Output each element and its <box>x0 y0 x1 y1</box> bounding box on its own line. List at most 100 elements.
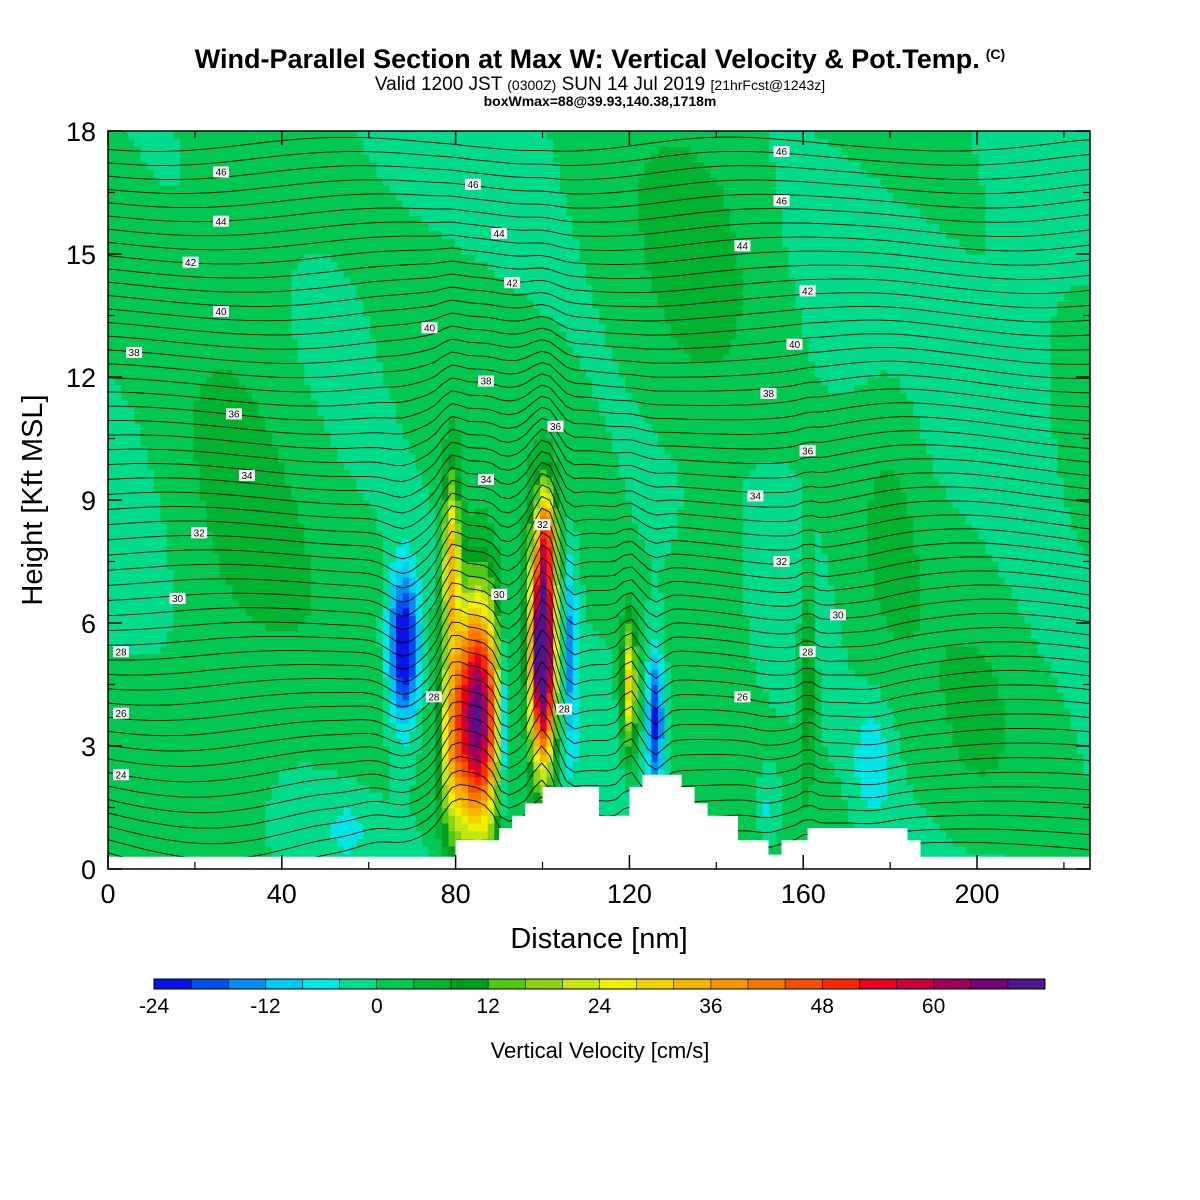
w-cell <box>330 192 338 201</box>
w-cell <box>166 138 175 147</box>
w-cell <box>428 377 436 386</box>
w-cell <box>140 154 148 163</box>
w-cell <box>258 230 266 240</box>
w-cell <box>147 238 155 247</box>
w-cell <box>245 830 253 839</box>
w-cell <box>206 753 214 762</box>
w-cell <box>422 607 430 616</box>
w-cell <box>193 292 201 301</box>
w-cell <box>114 169 122 178</box>
w-cell <box>212 154 220 163</box>
w-cell <box>271 569 279 578</box>
w-cell <box>409 607 417 616</box>
w-cell <box>422 815 430 824</box>
w-cell <box>382 776 391 786</box>
w-cell <box>225 676 233 686</box>
w-cell <box>396 131 404 140</box>
w-cell <box>121 684 129 693</box>
w-cell <box>108 615 116 624</box>
w-cell <box>278 407 286 417</box>
w-cell <box>140 761 148 770</box>
w-cell <box>422 377 430 386</box>
w-cell <box>409 507 417 516</box>
w-cell <box>343 223 351 232</box>
w-cell <box>278 353 286 363</box>
w-cell <box>337 838 345 847</box>
w-cell <box>258 361 266 370</box>
w-cell <box>409 238 417 247</box>
w-cell <box>402 630 410 639</box>
w-cell <box>186 784 194 793</box>
w-cell <box>153 207 161 217</box>
w-cell <box>232 453 240 463</box>
w-cell <box>382 730 391 739</box>
w-cell <box>219 699 227 709</box>
w-cell <box>304 599 312 609</box>
w-cell <box>369 361 378 370</box>
w-cell <box>271 315 279 324</box>
w-cell <box>330 215 338 224</box>
w-cell <box>278 799 286 809</box>
w-cell <box>350 346 358 355</box>
w-cell <box>409 623 417 632</box>
w-cell <box>153 292 161 301</box>
w-cell <box>199 169 207 178</box>
w-cell <box>304 453 312 463</box>
w-cell <box>238 300 247 309</box>
w-cell <box>173 277 181 286</box>
w-cell <box>409 215 417 224</box>
w-cell <box>435 207 443 217</box>
w-cell <box>245 353 253 363</box>
w-cell <box>252 146 260 155</box>
w-cell <box>369 792 378 801</box>
w-cell <box>422 638 430 647</box>
w-cell <box>389 707 397 716</box>
w-cell <box>284 131 292 140</box>
w-cell <box>108 307 116 317</box>
w-cell <box>441 415 450 424</box>
w-cell <box>180 438 188 447</box>
w-cell <box>160 538 168 547</box>
w-cell <box>350 822 358 832</box>
w-cell <box>304 131 312 140</box>
w-cell <box>199 661 207 670</box>
w-cell <box>428 699 436 709</box>
w-cell <box>160 461 168 470</box>
w-cell <box>350 792 358 801</box>
w-cell <box>441 553 450 563</box>
w-cell <box>356 446 364 455</box>
w-cell <box>206 646 214 655</box>
w-cell <box>376 530 384 540</box>
w-cell <box>441 284 450 294</box>
w-cell <box>356 538 364 547</box>
w-cell <box>245 692 253 701</box>
w-cell <box>310 807 319 816</box>
w-cell <box>428 330 436 340</box>
w-cell <box>278 154 286 163</box>
w-cell <box>435 430 443 440</box>
w-cell <box>297 807 305 816</box>
w-cell <box>238 569 247 578</box>
w-cell <box>193 369 201 378</box>
w-cell <box>310 138 319 147</box>
w-cell <box>304 246 312 255</box>
w-cell <box>134 169 142 178</box>
w-cell <box>389 561 397 570</box>
w-cell <box>402 792 410 801</box>
w-cell <box>219 269 227 278</box>
w-cell <box>317 623 325 632</box>
w-cell <box>225 607 233 616</box>
w-cell <box>396 307 404 317</box>
w-cell <box>225 453 233 463</box>
w-cell <box>108 599 116 609</box>
w-cell <box>284 353 292 363</box>
w-cell <box>396 669 404 678</box>
w-cell <box>166 538 175 547</box>
w-cell <box>363 584 371 593</box>
w-cell <box>317 315 325 324</box>
w-cell <box>324 569 332 578</box>
w-cell <box>435 707 443 716</box>
w-cell <box>363 776 371 786</box>
w-cell <box>382 784 391 793</box>
w-cell <box>199 292 207 301</box>
